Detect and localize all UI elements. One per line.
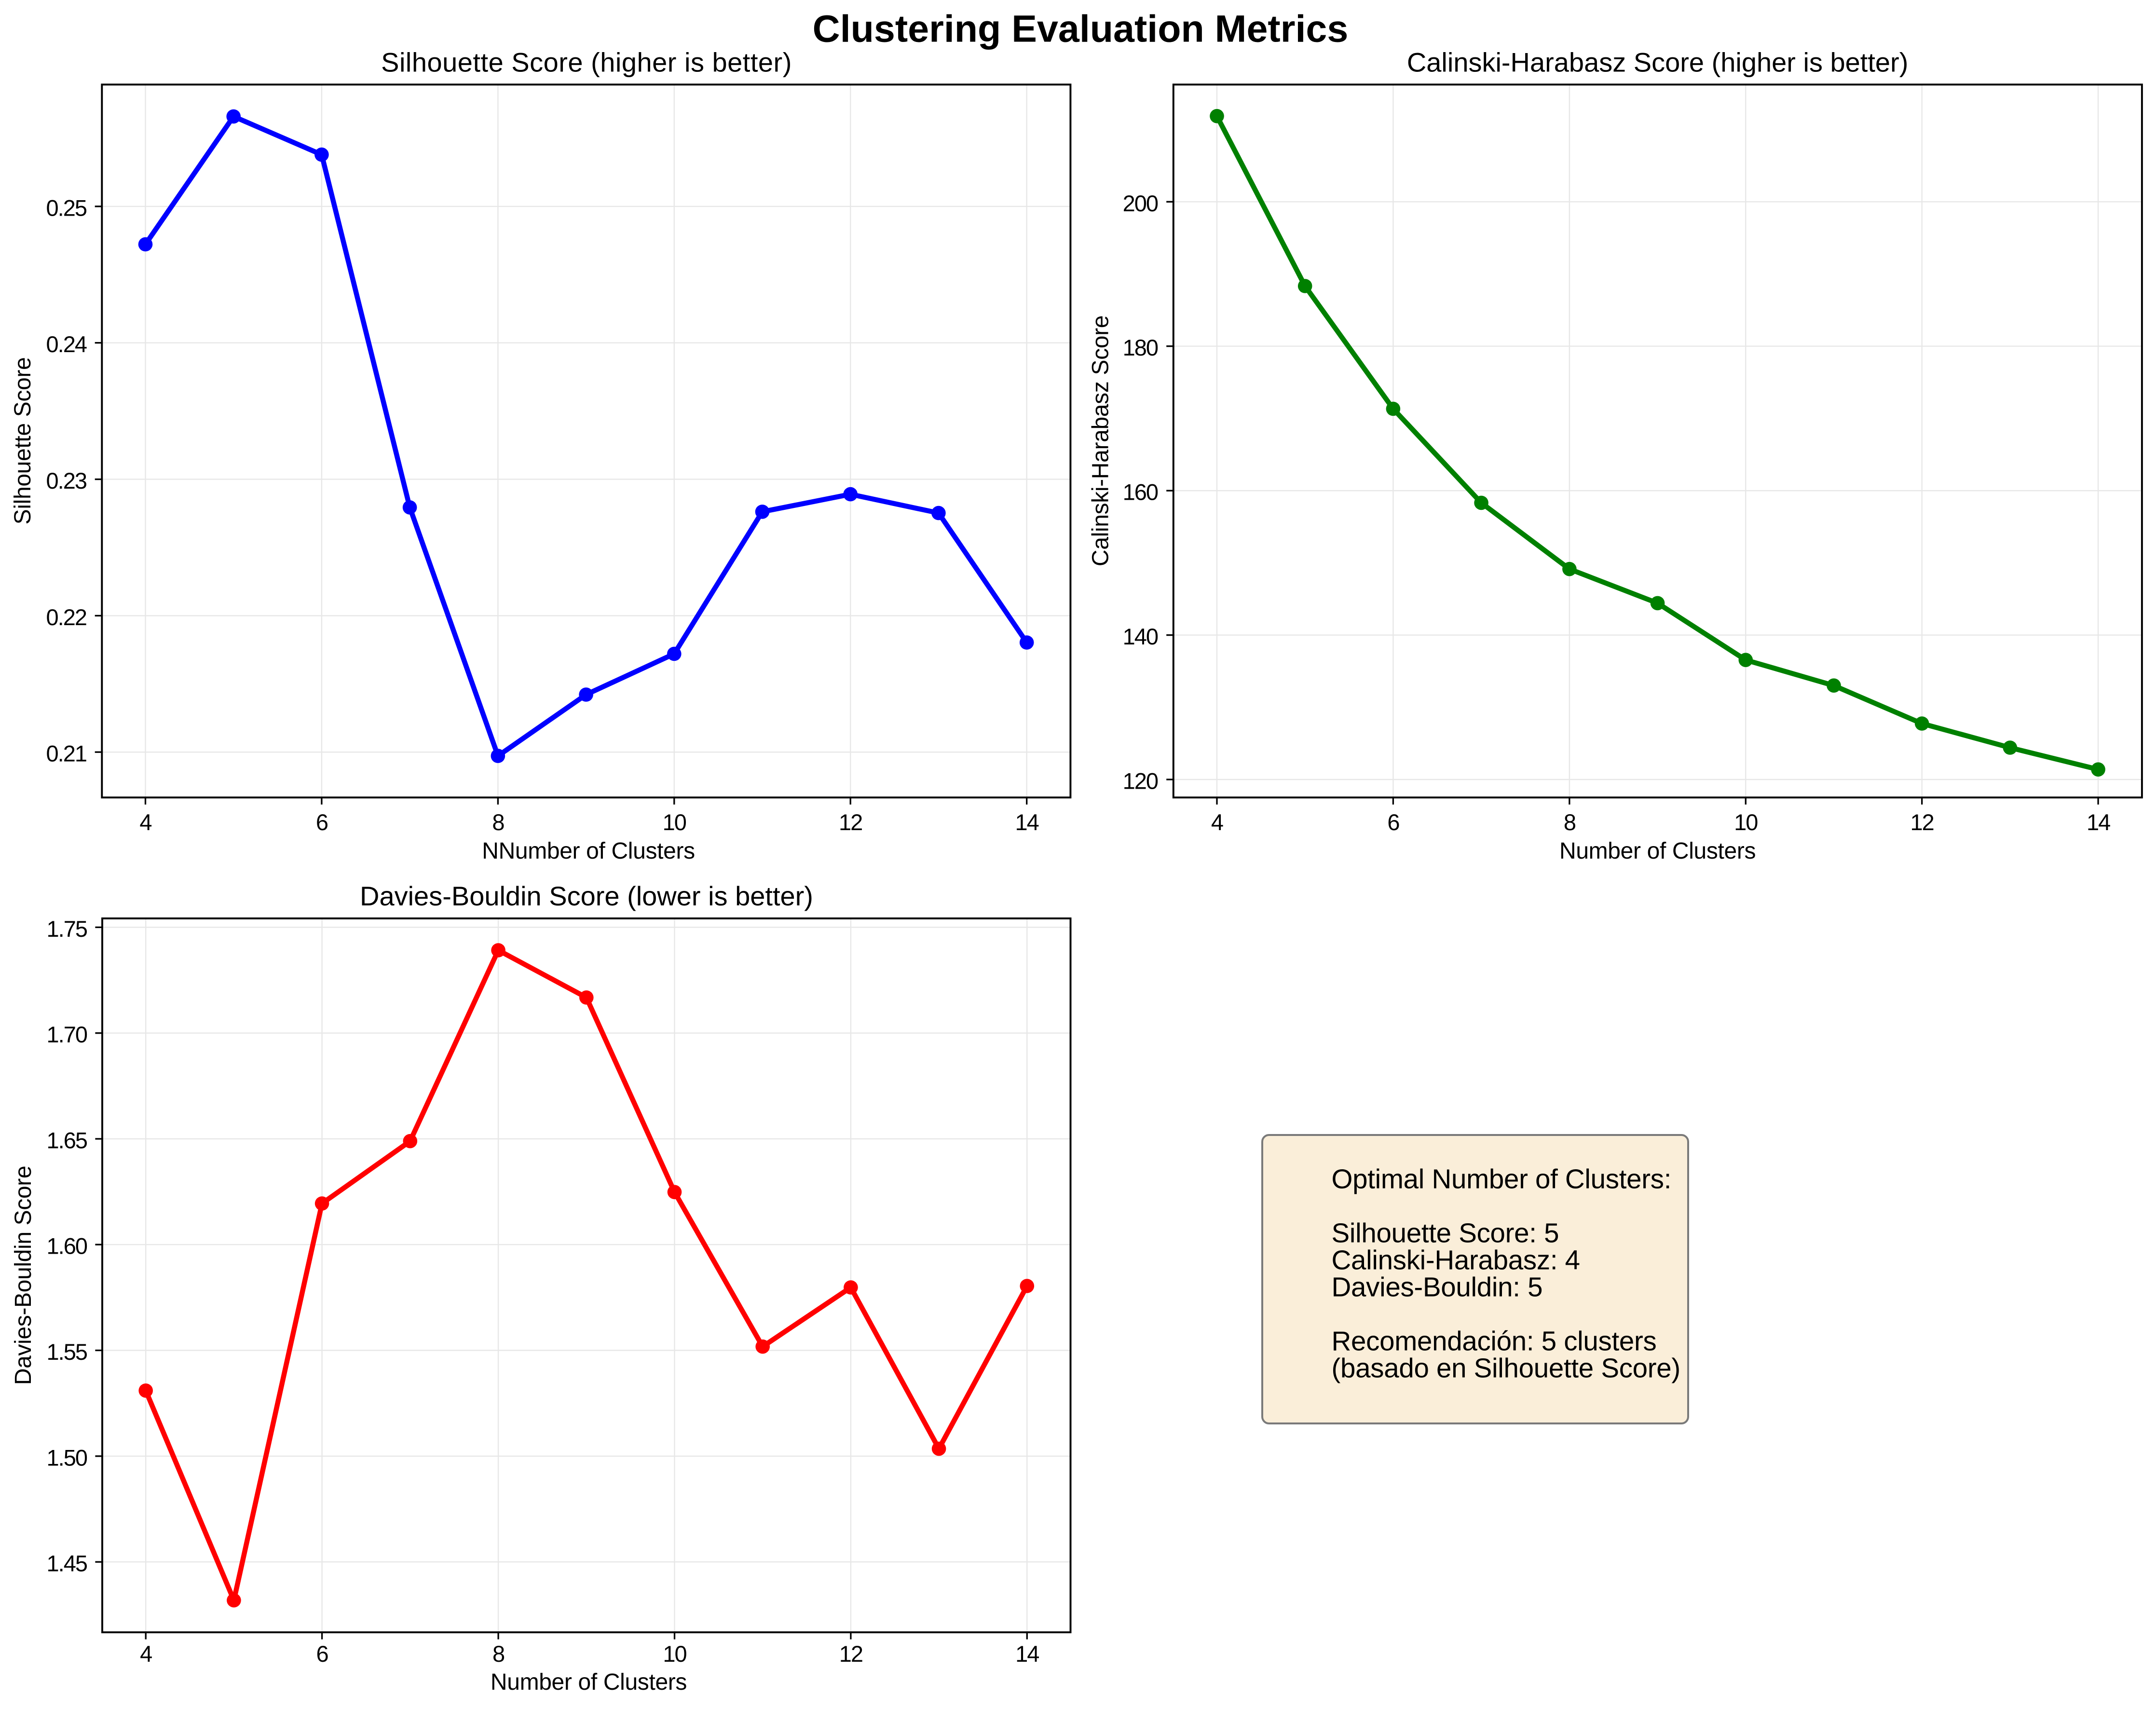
svg-text:0.23: 0.23 — [46, 468, 87, 493]
svg-text:Number of Clusters: Number of Clusters — [1559, 838, 1756, 864]
svg-text:1.70: 1.70 — [47, 1022, 87, 1047]
svg-text:8: 8 — [492, 809, 504, 835]
svg-text:0.22: 0.22 — [46, 604, 86, 630]
svg-text:Calinski-Harabasz: 4: Calinski-Harabasz: 4 — [1332, 1244, 1580, 1275]
svg-text:8: 8 — [1564, 809, 1576, 835]
svg-text:(basado en Silhouette Score): (basado en Silhouette Score) — [1332, 1353, 1680, 1383]
svg-text:140: 140 — [1123, 624, 1158, 649]
svg-text:6: 6 — [316, 1641, 328, 1667]
svg-text:180: 180 — [1123, 335, 1158, 360]
svg-text:NNumber of Clusters: NNumber of Clusters — [482, 838, 695, 864]
svg-text:0.25: 0.25 — [46, 195, 87, 220]
svg-text:14: 14 — [1015, 809, 1039, 835]
svg-text:6: 6 — [316, 809, 328, 835]
svg-text:Silhouette Score (higher is be: Silhouette Score (higher is better) — [381, 47, 792, 78]
svg-text:12: 12 — [839, 1641, 862, 1667]
svg-text:Silhouette Score: Silhouette Score — [10, 357, 36, 525]
svg-text:1.55: 1.55 — [47, 1339, 87, 1365]
svg-text:6: 6 — [1387, 809, 1399, 835]
svg-text:10: 10 — [663, 809, 686, 835]
svg-text:Calinski-Harabasz Score (highe: Calinski-Harabasz Score (higher is bette… — [1407, 47, 1909, 78]
svg-text:Recomendación: 5 clusters: Recomendación: 5 clusters — [1332, 1326, 1657, 1356]
svg-text:Number of Clusters: Number of Clusters — [491, 1669, 687, 1695]
svg-text:14: 14 — [1015, 1641, 1039, 1667]
svg-text:Optimal Number of Clusters:: Optimal Number of Clusters: — [1332, 1163, 1672, 1194]
svg-text:0.21: 0.21 — [46, 741, 86, 766]
svg-text:1.60: 1.60 — [47, 1233, 87, 1259]
svg-text:8: 8 — [492, 1641, 505, 1667]
svg-text:Davies-Bouldin Score: Davies-Bouldin Score — [11, 1166, 36, 1385]
svg-text:160: 160 — [1123, 479, 1158, 505]
svg-text:1.65: 1.65 — [47, 1128, 87, 1153]
svg-text:4: 4 — [140, 1641, 152, 1667]
svg-text:1.75: 1.75 — [47, 916, 87, 942]
svg-text:1.50: 1.50 — [47, 1445, 87, 1470]
svg-text:200: 200 — [1123, 191, 1158, 216]
svg-text:Calinski-Harabasz Score: Calinski-Harabasz Score — [1088, 315, 1114, 566]
svg-text:Davies-Bouldin Score (lower is: Davies-Bouldin Score (lower is better) — [360, 881, 813, 911]
svg-text:1.45: 1.45 — [47, 1551, 87, 1576]
svg-text:Silhouette Score: 5: Silhouette Score: 5 — [1332, 1217, 1559, 1248]
svg-text:120: 120 — [1123, 768, 1158, 794]
svg-text:10: 10 — [1734, 809, 1758, 835]
svg-text:4: 4 — [139, 809, 151, 835]
svg-text:4: 4 — [1211, 809, 1223, 835]
svg-text:10: 10 — [663, 1641, 686, 1667]
svg-text:14: 14 — [2087, 809, 2110, 835]
svg-text:12: 12 — [1910, 809, 1934, 835]
svg-text:Clustering Evaluation Metrics: Clustering Evaluation Metrics — [813, 7, 1349, 50]
svg-text:12: 12 — [839, 809, 862, 835]
svg-text:0.24: 0.24 — [46, 331, 87, 357]
svg-text:Davies-Bouldin: 5: Davies-Bouldin: 5 — [1332, 1271, 1543, 1302]
